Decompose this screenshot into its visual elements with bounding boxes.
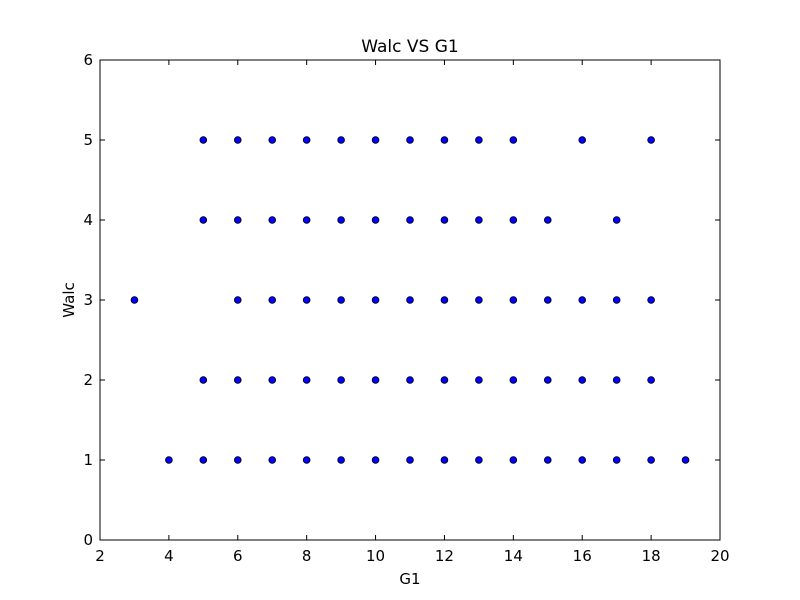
data-point [406, 296, 414, 304]
data-point [268, 296, 277, 304]
data-point [233, 376, 242, 384]
y-tick-label: 6 [83, 51, 93, 69]
chart-title: Walc VS G1 [361, 37, 458, 57]
x-tick-label: 4 [164, 547, 174, 565]
data-point [302, 456, 311, 464]
x-axis-label: G1 [399, 570, 420, 588]
data-point [647, 296, 655, 304]
data-point [337, 216, 345, 224]
data-point [337, 376, 345, 384]
data-point [268, 376, 277, 384]
data-point [509, 296, 518, 304]
data-point [509, 136, 518, 144]
data-point [543, 376, 552, 384]
data-point [612, 456, 621, 464]
data-point [302, 296, 311, 304]
data-point [371, 136, 380, 144]
data-point [647, 456, 655, 464]
data-point [233, 136, 242, 144]
data-point [406, 376, 414, 384]
data-point [165, 456, 173, 464]
data-point [233, 456, 242, 464]
plot-frame [99, 59, 721, 541]
data-point [440, 136, 449, 144]
x-tick-label: 10 [366, 547, 385, 565]
data-point [199, 456, 208, 464]
x-tick-label: 18 [642, 547, 661, 565]
data-point [681, 456, 690, 464]
y-axis-label: Walc [60, 282, 78, 317]
data-point [337, 136, 345, 144]
data-point [475, 136, 483, 144]
data-point [578, 136, 587, 144]
data-point [612, 376, 621, 384]
axis-ticks [99, 59, 721, 541]
data-points [130, 136, 690, 464]
y-tick-label: 2 [83, 371, 93, 389]
x-tick-label: 20 [710, 547, 729, 565]
data-point [337, 456, 345, 464]
data-point [509, 216, 518, 224]
data-point [371, 376, 380, 384]
data-point [302, 216, 311, 224]
data-point [268, 456, 277, 464]
data-point [543, 216, 552, 224]
x-tick-label: 16 [573, 547, 592, 565]
data-point [578, 296, 587, 304]
data-point [440, 456, 449, 464]
data-point [371, 216, 380, 224]
data-point [302, 376, 311, 384]
data-point [233, 216, 242, 224]
data-point [130, 296, 139, 304]
data-point [475, 216, 483, 224]
data-point [199, 136, 208, 144]
data-point [578, 376, 587, 384]
data-point [509, 456, 518, 464]
data-point [440, 216, 449, 224]
data-point [337, 296, 345, 304]
data-point [302, 136, 311, 144]
y-tick-label: 4 [83, 211, 93, 229]
data-point [440, 376, 449, 384]
y-tick-label: 1 [83, 451, 93, 469]
data-point [543, 296, 552, 304]
data-point [406, 136, 414, 144]
x-tick-label: 14 [504, 547, 523, 565]
x-tick-label: 6 [233, 547, 243, 565]
data-point [612, 296, 621, 304]
data-point [440, 296, 449, 304]
data-point [509, 376, 518, 384]
x-tick-label: 12 [435, 547, 454, 565]
data-point [543, 456, 552, 464]
x-tick-label: 2 [95, 547, 105, 565]
data-point [612, 216, 621, 224]
data-point [371, 296, 380, 304]
data-point [233, 296, 242, 304]
data-point [475, 456, 483, 464]
data-point [475, 376, 483, 384]
data-point [268, 136, 277, 144]
data-point [578, 456, 587, 464]
data-point [199, 216, 208, 224]
data-point [406, 216, 414, 224]
data-point [371, 456, 380, 464]
data-point [647, 136, 655, 144]
y-tick-label: 5 [83, 131, 93, 149]
data-point [268, 216, 277, 224]
data-point [475, 296, 483, 304]
data-point [199, 376, 208, 384]
x-tick-label: 8 [302, 547, 312, 565]
data-point [647, 376, 655, 384]
y-tick-label: 0 [83, 531, 93, 549]
data-point [406, 456, 414, 464]
y-tick-label: 3 [83, 291, 93, 309]
